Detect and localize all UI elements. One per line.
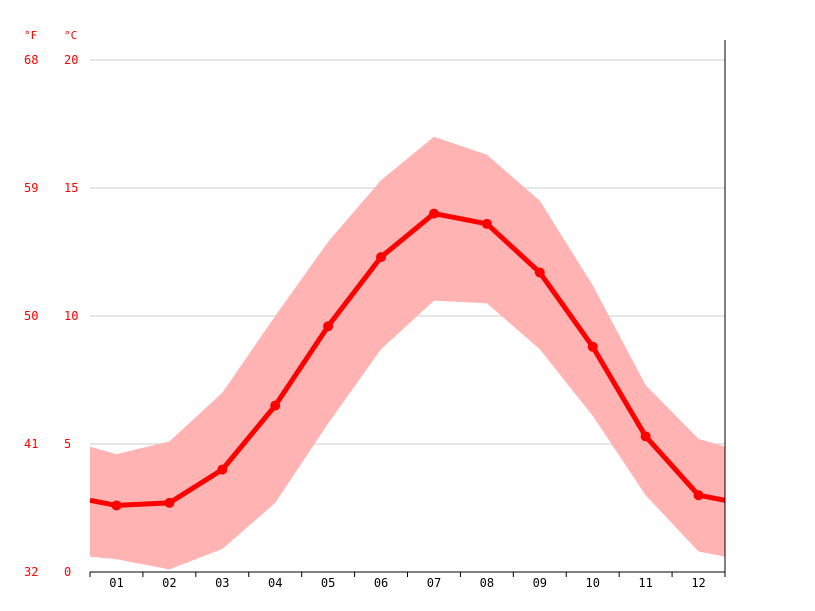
data-point-01	[111, 500, 122, 511]
x-tick-label-05: 05	[321, 576, 335, 590]
y-tick-celsius: 0	[64, 565, 71, 579]
axes	[89, 40, 726, 577]
x-tick-label-11: 11	[638, 576, 652, 590]
y-tick-fahrenheit: 59	[24, 181, 38, 195]
tick-labels: 0 32 5 41 10 50 15 59 20 68 01 02 03 04 05 06 07 08 09 10 11…	[24, 53, 706, 590]
y-tick-celsius: 20	[64, 53, 78, 67]
data-point-04	[270, 400, 281, 411]
fahrenheit-unit-label: °F	[24, 29, 37, 42]
y-tick-fahrenheit: 68	[24, 53, 38, 67]
data-point-12	[693, 490, 704, 501]
x-tick-label-06: 06	[374, 576, 388, 590]
data-point-07	[428, 208, 439, 219]
x-tick-label-01: 01	[109, 576, 123, 590]
data-point-09	[534, 267, 545, 278]
y-tick-celsius: 5	[64, 437, 71, 451]
y-tick-fahrenheit: 41	[24, 437, 38, 451]
x-tick-label-02: 02	[162, 576, 176, 590]
y-tick-celsius: 15	[64, 181, 78, 195]
temperature-range-area	[90, 136, 725, 570]
y-tick-fahrenheit: 50	[24, 309, 38, 323]
data-point-08	[481, 218, 492, 229]
data-point-03	[217, 464, 228, 475]
y-tick-celsius: 10	[64, 309, 78, 323]
x-tick-label-08: 08	[480, 576, 494, 590]
celsius-unit-label: °C	[64, 29, 77, 42]
data-point-02	[164, 497, 175, 508]
x-tick-label-09: 09	[533, 576, 547, 590]
data-point-05	[323, 321, 334, 332]
average-line-path	[89, 211, 726, 508]
y-tick-fahrenheit: 32	[24, 565, 38, 579]
x-tick-label-12: 12	[691, 576, 705, 590]
data-point-06	[376, 252, 387, 263]
x-tick-label-04: 04	[268, 576, 282, 590]
average-temperature-line	[89, 208, 726, 511]
x-tick-label-03: 03	[215, 576, 229, 590]
temperature-range-band	[90, 136, 725, 570]
data-point-11	[640, 431, 651, 442]
data-point-10	[587, 341, 598, 352]
x-tick-label-07: 07	[427, 576, 441, 590]
x-tick-label-10: 10	[585, 576, 599, 590]
